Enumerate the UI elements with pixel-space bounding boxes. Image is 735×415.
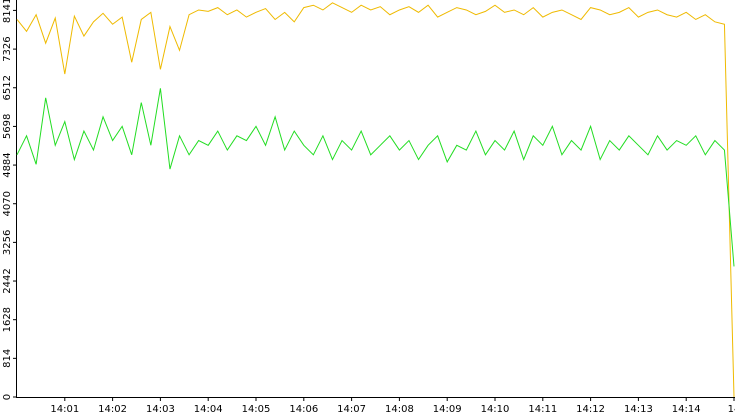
x-tick-label: 14:11 — [528, 404, 557, 415]
x-tick-label: 14:01 — [50, 404, 79, 415]
y-tick-label: 4884 — [2, 152, 13, 177]
y-tick-label: 2442 — [2, 268, 13, 293]
y-tick-label: 4070 — [2, 191, 13, 216]
x-tick-label: 14:10 — [481, 404, 510, 415]
y-tick-label: 3256 — [2, 230, 13, 255]
x-tick-label: 14:06 — [289, 404, 318, 415]
x-tick-label: 14:03 — [146, 404, 175, 415]
series-line — [16, 2, 735, 398]
x-tick-label: 14:09 — [433, 404, 462, 415]
x-tick-label: 14:04 — [194, 404, 223, 415]
x-tick-label: 14:05 — [242, 404, 271, 415]
y-tick-label: 8141 — [2, 0, 13, 23]
y-tick-label: 1628 — [2, 307, 13, 332]
x-tick-label: 14:07 — [337, 404, 366, 415]
series-line — [16, 88, 735, 267]
x-tick-label: 14:14 — [672, 404, 701, 415]
x-tick-label: 14:08 — [385, 404, 414, 415]
y-tick-label: 7326 — [2, 36, 13, 61]
y-tick-label: 814 — [2, 349, 13, 368]
y-tick-label: 6512 — [2, 75, 13, 100]
y-tick-label: 0 — [2, 394, 13, 400]
y-tick-label: 5698 — [2, 114, 13, 139]
x-tick-label: 14:02 — [98, 404, 127, 415]
x-tick-label: 14:12 — [576, 404, 605, 415]
x-tick-label: 14:13 — [624, 404, 653, 415]
x-tick-label: 14 — [728, 404, 735, 415]
